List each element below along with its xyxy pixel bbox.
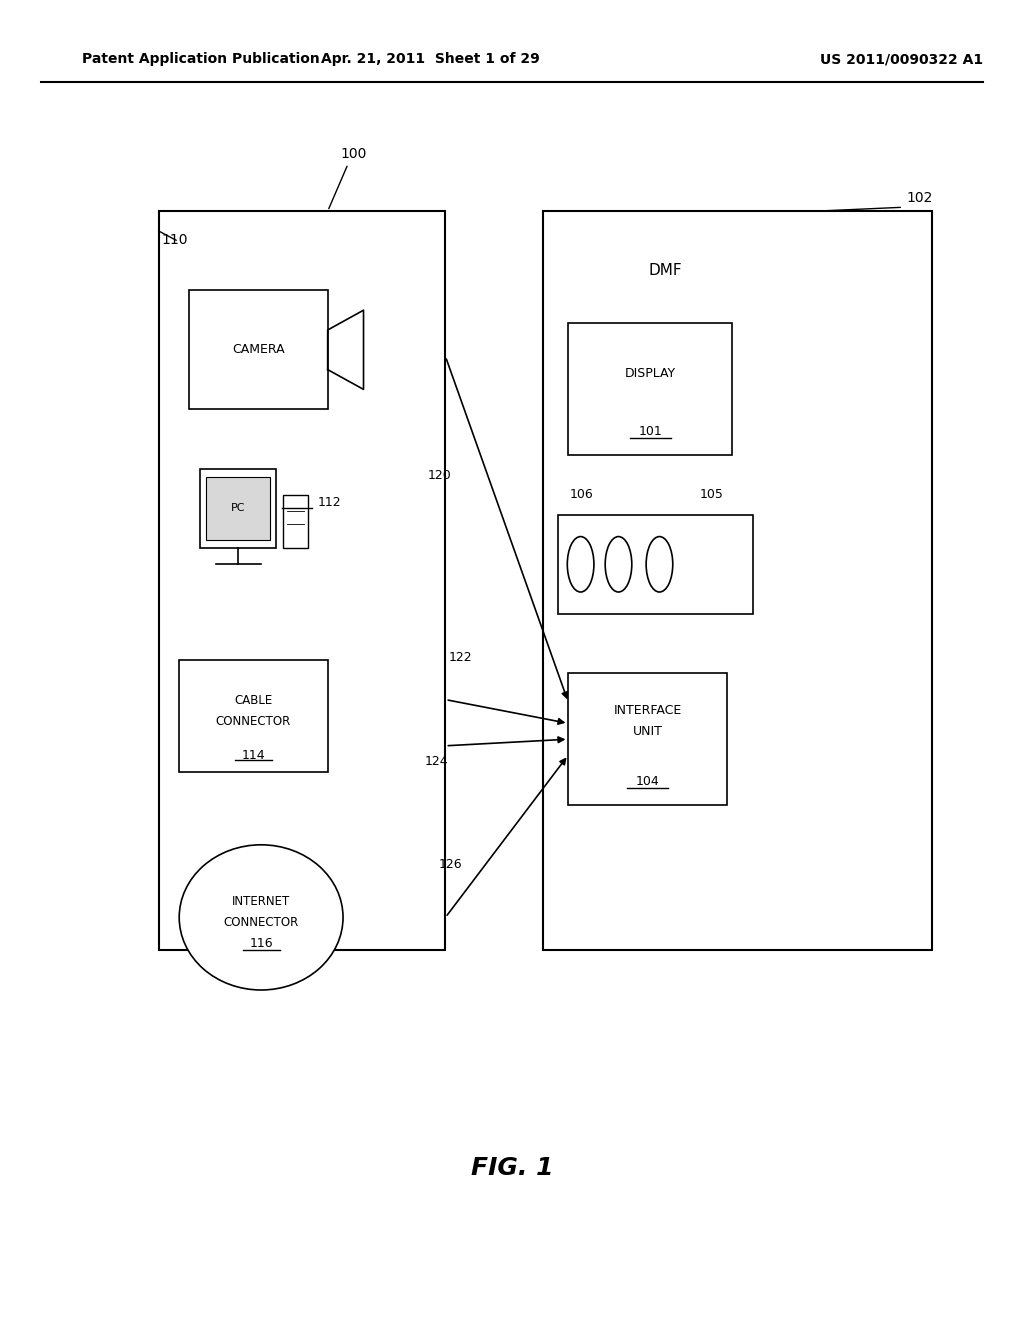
Ellipse shape: [605, 536, 632, 591]
Bar: [189, 290, 328, 409]
Text: 104: 104: [636, 775, 659, 788]
Text: INTERFACE: INTERFACE: [613, 704, 682, 717]
Text: 116: 116: [249, 937, 273, 950]
Text: Apr. 21, 2011  Sheet 1 of 29: Apr. 21, 2011 Sheet 1 of 29: [321, 53, 540, 66]
Ellipse shape: [567, 536, 594, 591]
Text: 120: 120: [428, 469, 452, 482]
Text: 126: 126: [438, 858, 462, 871]
Text: 106: 106: [569, 488, 594, 502]
Text: PC: PC: [230, 503, 246, 513]
Text: 112: 112: [317, 496, 341, 510]
Text: UNIT: UNIT: [633, 725, 663, 738]
Text: CABLE: CABLE: [234, 694, 272, 706]
Text: 124: 124: [425, 755, 449, 768]
Text: CONNECTOR: CONNECTOR: [223, 916, 299, 929]
Text: 122: 122: [449, 651, 472, 664]
Text: 101: 101: [638, 425, 663, 438]
Text: 114: 114: [242, 748, 265, 762]
Bar: [200, 469, 276, 548]
Ellipse shape: [646, 536, 673, 591]
Bar: [179, 660, 328, 772]
Bar: [568, 323, 732, 455]
Text: Patent Application Publication: Patent Application Publication: [82, 53, 319, 66]
Ellipse shape: [179, 845, 343, 990]
Text: 100: 100: [340, 147, 367, 161]
Text: 105: 105: [699, 488, 724, 502]
Bar: [543, 211, 932, 950]
Text: CAMERA: CAMERA: [232, 343, 285, 356]
Bar: [159, 211, 445, 950]
Text: 102: 102: [906, 190, 933, 205]
Text: DISPLAY: DISPLAY: [625, 367, 676, 380]
Text: INTERNET: INTERNET: [232, 895, 290, 908]
Bar: [206, 477, 270, 540]
Text: FIG. 1: FIG. 1: [471, 1156, 553, 1180]
Text: US 2011/0090322 A1: US 2011/0090322 A1: [819, 53, 983, 66]
Bar: [283, 495, 308, 548]
Text: 110: 110: [162, 234, 188, 247]
Bar: [568, 673, 727, 805]
Text: DMF: DMF: [649, 263, 682, 279]
Text: CONNECTOR: CONNECTOR: [216, 715, 291, 727]
Bar: [558, 515, 753, 614]
